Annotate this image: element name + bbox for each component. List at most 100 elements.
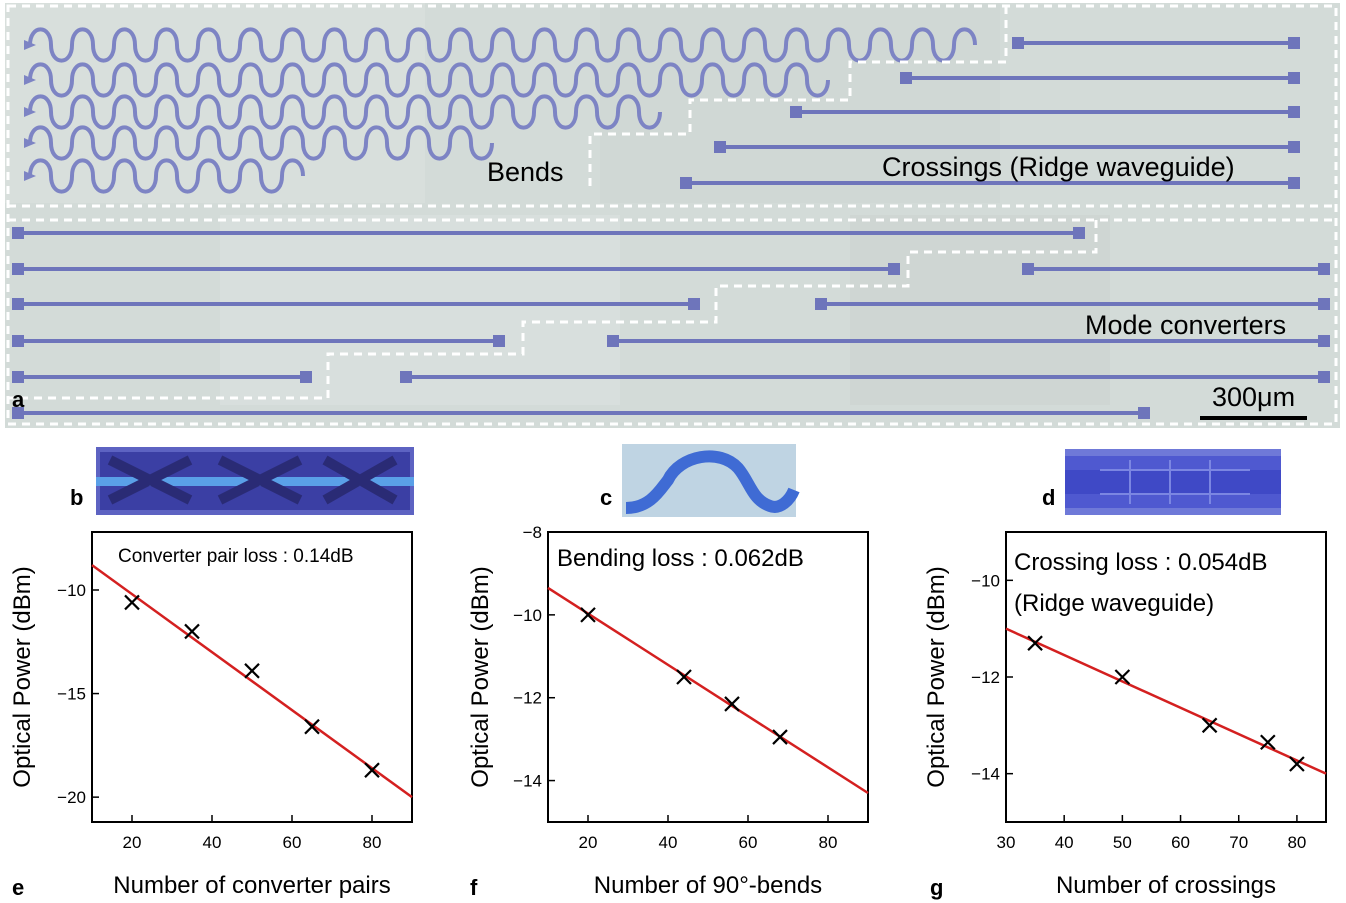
inset-mode-converter: b — [70, 447, 414, 515]
y-tick-label: −14 — [513, 772, 542, 791]
waveguide-taper — [1138, 407, 1150, 419]
waveguide-taper — [688, 298, 700, 310]
x-tick-label: 20 — [123, 833, 142, 852]
fit-line — [1005, 627, 1327, 775]
x-tick-label: 80 — [363, 833, 382, 852]
waveguide-taper — [12, 227, 24, 239]
waveguide-taper — [790, 106, 802, 118]
mode-converters-label: Mode converters — [1085, 310, 1286, 340]
x-tick-label: 40 — [659, 833, 678, 852]
waveguide-taper — [1318, 335, 1330, 347]
data-point — [1289, 756, 1305, 772]
waveguide-taper — [300, 371, 312, 383]
bend-waveguide — [28, 62, 830, 98]
waveguide-taper — [815, 298, 827, 310]
annotation-text: Converter pair loss : 0.14dB — [118, 546, 354, 567]
y-tick-label: −20 — [57, 788, 86, 807]
bend-waveguide — [28, 125, 494, 161]
x-tick-label: 50 — [1113, 833, 1132, 852]
x-tick-label: 80 — [1287, 833, 1306, 852]
bends-label: Bends — [487, 157, 564, 187]
y-axis-label: Optical Power (dBm) — [467, 566, 494, 787]
waveguide-taper — [1288, 106, 1300, 118]
waveguide-taper — [680, 177, 692, 189]
inset-letter-c: c — [600, 485, 612, 510]
y-tick-label: −14 — [971, 765, 1000, 784]
annotation-text: Bending loss : 0.062dB — [557, 545, 804, 572]
outer-dashed-box — [6, 4, 1338, 426]
x-axis-label: Number of crossings — [1056, 872, 1276, 899]
y-tick-label: −10 — [513, 606, 542, 625]
x-axis-label: Number of 90°-bends — [594, 872, 822, 899]
data-point — [1114, 669, 1131, 685]
waveguide-taper — [1022, 263, 1034, 275]
x-axis-label: Number of converter pairs — [113, 872, 390, 899]
waveguide-taper — [900, 72, 912, 84]
straight-waveguides — [12, 37, 1330, 419]
bend-waveguide — [28, 94, 662, 130]
waveguide-taper — [1073, 227, 1085, 239]
bend-waveguide — [28, 158, 305, 194]
y-axis-label: Optical Power (dBm) — [9, 566, 36, 787]
panel-letter-g: g — [930, 875, 943, 900]
waveguide-taper — [1318, 263, 1330, 275]
x-tick-label: 60 — [1171, 833, 1190, 852]
y-tick-label: −15 — [57, 685, 86, 704]
annotation-text: Crossing loss : 0.054dB — [1014, 549, 1267, 576]
bend-waveguides — [24, 27, 977, 194]
waveguide-taper — [12, 298, 24, 310]
waveguide-taper — [24, 75, 36, 85]
data-point — [244, 663, 260, 679]
fit-line — [91, 564, 413, 799]
y-tick-label: −8 — [523, 523, 542, 542]
data-point — [184, 623, 200, 640]
data-point — [364, 762, 380, 778]
annotation-text: (Ridge waveguide) — [1014, 590, 1214, 617]
waveguide-taper — [1288, 177, 1300, 189]
waveguide-taper — [1288, 37, 1300, 49]
panel-letter-f: f — [470, 875, 478, 900]
waveguide-taper — [12, 263, 24, 275]
x-tick-label: 40 — [1055, 833, 1074, 852]
y-tick-label: −10 — [57, 581, 86, 600]
substrate-tile — [220, 215, 620, 405]
panel-letter-a: a — [12, 387, 25, 412]
substrate-tile — [850, 215, 1110, 405]
waveguide-taper — [12, 335, 24, 347]
inset-letter-d: d — [1042, 485, 1055, 510]
x-tick-label: 30 — [997, 833, 1016, 852]
inset-bend: c — [600, 444, 800, 517]
x-tick-label: 60 — [739, 833, 758, 852]
x-tick-label: 20 — [579, 833, 598, 852]
dashed-region-boxes — [6, 4, 1338, 426]
waveguide-taper — [1012, 37, 1024, 49]
bend-waveguide — [28, 27, 977, 63]
fit-line — [547, 586, 869, 795]
waveguide-taper — [714, 141, 726, 153]
waveguide-taper — [24, 138, 36, 148]
data-point — [772, 729, 788, 745]
bends-region-outline — [588, 6, 1008, 190]
plot-frame — [91, 531, 413, 823]
waveguide-taper — [1288, 72, 1300, 84]
converters-region-outline — [8, 220, 1098, 400]
y-tick-label: −10 — [971, 571, 1000, 590]
waveguide-taper — [607, 335, 619, 347]
waveguide-taper — [1318, 298, 1330, 310]
crossings-label: Crossings (Ridge waveguide) — [882, 152, 1235, 182]
y-tick-label: −12 — [971, 668, 1000, 687]
waveguide-taper — [888, 263, 900, 275]
y-axis-label: Optical Power (dBm) — [923, 566, 950, 787]
data-point — [724, 696, 740, 712]
x-tick-label: 80 — [819, 833, 838, 852]
x-tick-label: 70 — [1229, 833, 1248, 852]
waveguide-taper — [24, 107, 36, 117]
data-point — [1260, 734, 1276, 751]
waveguide-taper — [24, 40, 36, 50]
x-tick-label: 60 — [283, 833, 302, 852]
panel-letter-e: e — [12, 875, 24, 900]
